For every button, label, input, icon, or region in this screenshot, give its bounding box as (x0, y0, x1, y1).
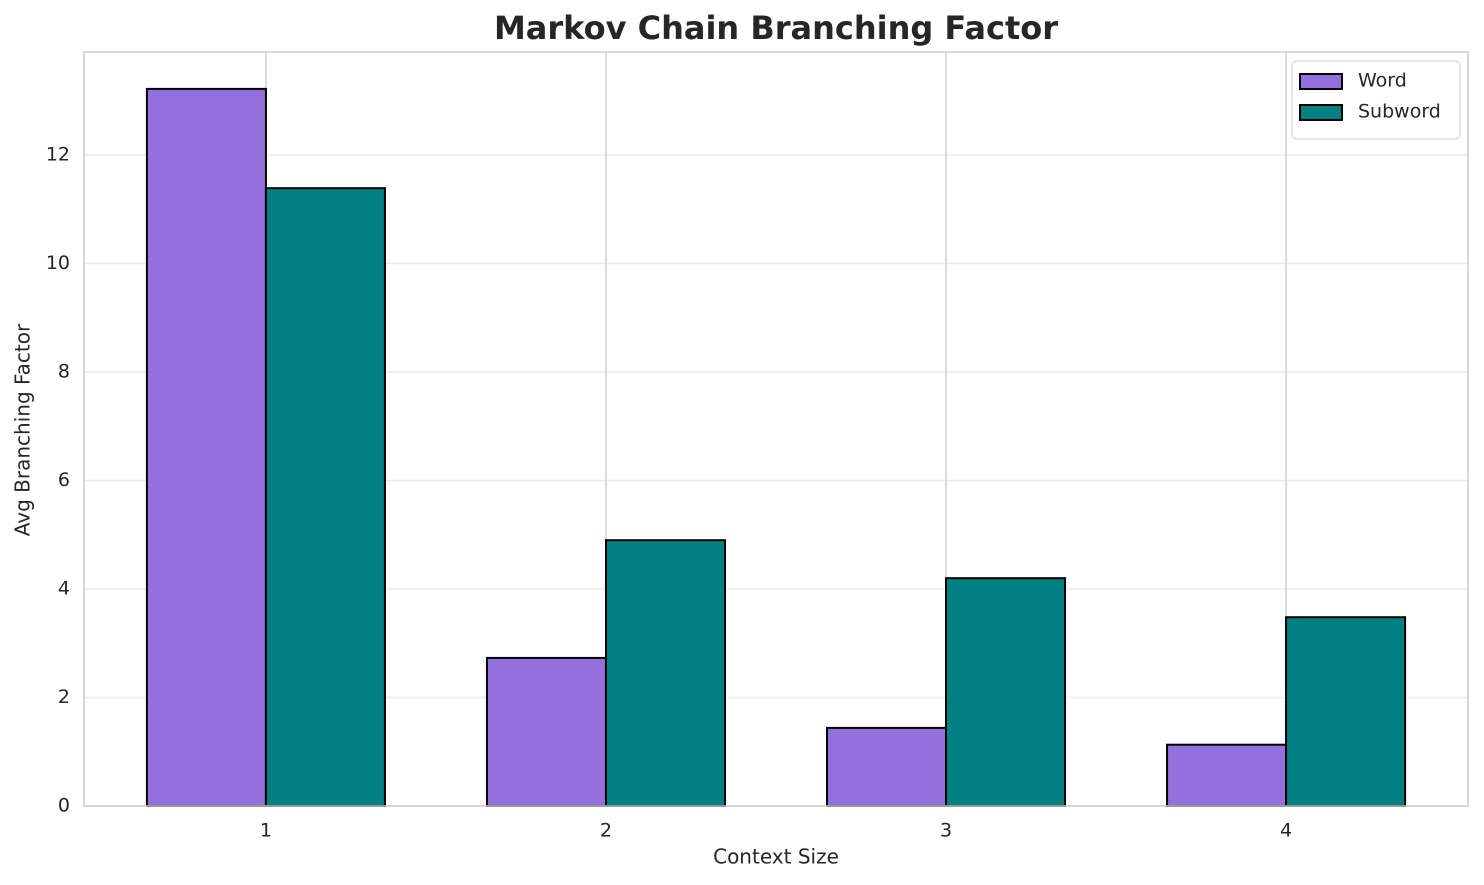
bar (145, 87, 267, 807)
y-tick-label: 8 (58, 361, 70, 383)
legend-label: Word (1358, 70, 1407, 92)
y-tick-label: 10 (46, 252, 70, 274)
bar (264, 187, 386, 808)
y-tick-label: 2 (58, 686, 70, 708)
y-tick-label: 0 (58, 795, 70, 817)
x-tick-label: 3 (940, 820, 952, 842)
bar (945, 577, 1067, 807)
y-tick-label: 4 (58, 578, 70, 600)
legend-swatch (1299, 73, 1343, 90)
y-tick-label: 6 (58, 469, 70, 491)
x-tick-label: 1 (260, 820, 272, 842)
y-tick-label: 12 (46, 144, 70, 166)
bar (604, 539, 726, 807)
plot-frame (83, 51, 1469, 807)
x-tick-label: 4 (1280, 820, 1292, 842)
x-axis-label: Context Size (713, 845, 839, 869)
legend-swatch (1299, 104, 1343, 121)
x-tick-label: 2 (600, 820, 612, 842)
bar (1285, 616, 1407, 807)
legend-label: Subword (1358, 101, 1441, 123)
chart-title: Markov Chain Branching Factor (494, 9, 1058, 47)
bar (485, 656, 607, 807)
bar (826, 726, 948, 807)
legend: Word Subword (1291, 60, 1461, 140)
y-axis-label: Avg Branching Factor (11, 323, 35, 536)
bar (1166, 743, 1288, 808)
